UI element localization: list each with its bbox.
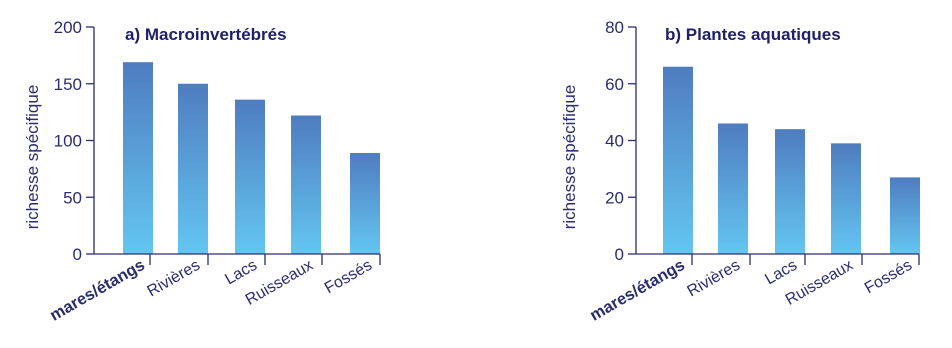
chart-panel-plantes-aquatiques: b) Plantes aquatiques richesse spécifiqu… (560, 18, 920, 325)
bar-mares-tangs (123, 62, 153, 255)
chart-panel-macroinvertebres: a) Macroinvertébrés richesse spécifique … (23, 18, 381, 325)
x-tick-label: Fossés (322, 257, 375, 298)
x-tick-label: Lacs (762, 257, 800, 289)
y-tick-label: 0 (615, 245, 624, 264)
y-tick-label: 60 (605, 75, 624, 94)
x-tick-label: mares/étangs (47, 256, 148, 325)
chart-title: b) Plantes aquatiques (665, 25, 841, 44)
y-axis-label: richesse spécifique (560, 85, 579, 230)
bar-ruisseaux (291, 115, 321, 254)
y-tick-label: 20 (605, 188, 624, 207)
y-tick-label: 200 (54, 18, 82, 37)
bar-foss-s (890, 177, 920, 254)
x-tick-label: Lacs (222, 257, 260, 289)
y-tick-label: 80 (605, 18, 624, 37)
bar-mares-tangs (663, 66, 693, 254)
x-tick-label: Rivières (144, 257, 203, 301)
bar-lacs (775, 129, 805, 254)
bar-rivi-res (718, 123, 748, 254)
y-tick-label: 0 (73, 245, 82, 264)
y-tick-label: 150 (54, 75, 82, 94)
x-tick-label: Rivières (684, 257, 743, 301)
bar-rivi-res (178, 83, 208, 254)
x-tick-label: mares/étangs (587, 256, 688, 325)
y-tick-label: 50 (63, 188, 82, 207)
bar-foss-s (350, 152, 380, 254)
y-axis-label: richesse spécifique (23, 85, 42, 230)
y-tick-label: 100 (54, 132, 82, 151)
bar-lacs (235, 99, 265, 254)
bar-ruisseaux (831, 143, 861, 254)
chart-title: a) Macroinvertébrés (125, 25, 287, 44)
x-tick-label: Fossés (862, 257, 915, 298)
y-tick-label: 40 (605, 132, 624, 151)
